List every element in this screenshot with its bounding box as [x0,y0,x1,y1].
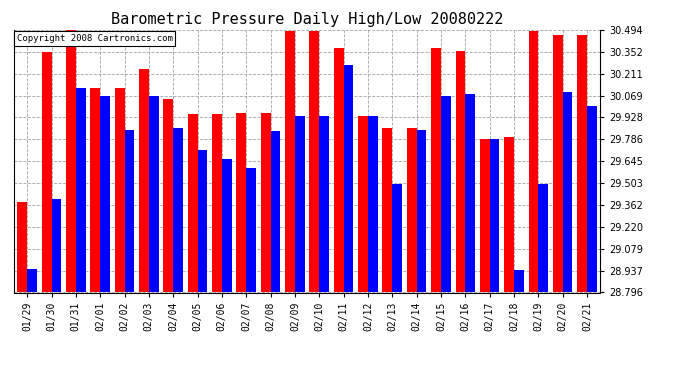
Bar [246,168,256,292]
Bar [538,184,548,292]
Bar [455,51,465,292]
Bar [465,94,475,292]
Bar [222,159,232,292]
Bar [27,269,37,292]
Text: Copyright 2008 Cartronics.com: Copyright 2008 Cartronics.com [17,34,172,43]
Bar [52,199,61,292]
Bar [504,137,514,292]
Title: Barometric Pressure Daily High/Low 20080222: Barometric Pressure Daily High/Low 20080… [111,12,503,27]
Bar [17,202,27,292]
Bar [124,129,135,292]
Bar [310,31,319,292]
Bar [587,106,597,292]
Bar [173,128,183,292]
Bar [392,184,402,292]
Bar [149,96,159,292]
Bar [529,31,538,292]
Bar [407,128,417,292]
Bar [382,128,392,292]
Bar [358,116,368,292]
Bar [295,116,304,292]
Bar [115,88,124,292]
Bar [188,114,197,292]
Bar [490,139,500,292]
Bar [480,139,490,292]
Bar [270,131,280,292]
Bar [553,35,562,292]
Bar [261,112,270,292]
Bar [42,52,52,292]
Bar [76,88,86,292]
Bar [285,31,295,292]
Bar [334,48,344,292]
Bar [212,114,222,292]
Bar [319,116,329,292]
Bar [514,270,524,292]
Bar [577,35,587,292]
Bar [368,116,377,292]
Bar [164,99,173,292]
Bar [66,29,76,292]
Bar [562,93,572,292]
Bar [344,64,353,292]
Bar [197,150,207,292]
Bar [431,48,441,292]
Bar [441,96,451,292]
Bar [139,69,149,292]
Bar [417,129,426,292]
Bar [237,112,246,292]
Bar [100,96,110,292]
Bar [90,88,100,292]
